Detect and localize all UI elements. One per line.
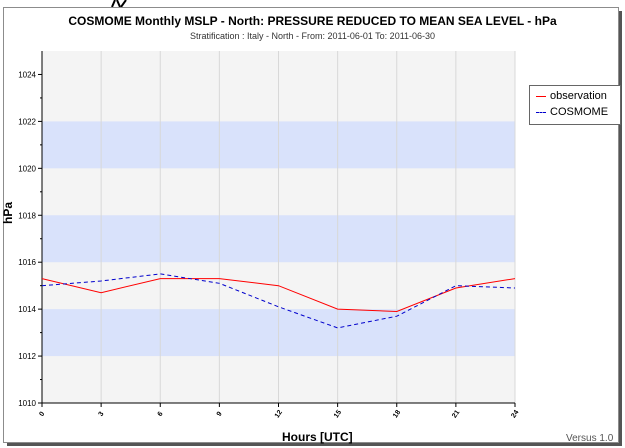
x-tick-label-0: 0 — [38, 411, 46, 418]
y-tick-label-1012: 1012 — [18, 352, 36, 361]
grid-lines — [100, 51, 516, 403]
y-tick-label-1020: 1020 — [18, 164, 36, 173]
chart-title: COSMOME Monthly MSLP - North: PRESSURE R… — [68, 14, 557, 28]
x-tick-label-6: 6 — [157, 411, 165, 418]
legend: observation COSMOME — [529, 85, 621, 125]
y-tick-label-1024: 1024 — [18, 70, 36, 79]
clipped-top-mark — [111, 0, 127, 7]
y-tick-label-1016: 1016 — [18, 258, 36, 267]
y-tick-labels: 1010 1012 1014 1016 1018 1020 1022 1024 — [18, 70, 36, 408]
version-text: Versus 1.0 — [566, 433, 614, 444]
legend-label-cosmome: COSMOME — [550, 106, 609, 118]
x-tick-label-9: 9 — [216, 411, 224, 418]
y-tick-label-1018: 1018 — [18, 211, 36, 220]
x-tick-label-18: 18 — [392, 409, 402, 419]
legend-item-observation: observation — [534, 90, 620, 104]
x-tick-label-3: 3 — [98, 411, 106, 418]
legend-label-observation: observation — [550, 90, 607, 102]
x-tick-label-15: 15 — [333, 409, 343, 419]
legend-item-cosmome: COSMOME — [534, 106, 620, 120]
series-lines — [41, 273, 516, 329]
frame-shadow-right — [619, 11, 622, 446]
frame-shadow-bottom — [7, 443, 622, 446]
legend-swatch-cosmome — [536, 112, 546, 113]
x-tick-labels: 0 3 6 9 12 15 18 21 24 — [38, 409, 520, 419]
y-tick-label-1010: 1010 — [18, 399, 36, 408]
x-tick-label-24: 24 — [510, 409, 520, 419]
series-line-cosmome — [41, 273, 516, 329]
y-tick-label-1022: 1022 — [18, 117, 36, 126]
x-tick-label-21: 21 — [451, 409, 461, 419]
chart-subtitle: Stratification : Italy - North - From: 2… — [189, 31, 436, 41]
x-tick-label-12: 12 — [274, 409, 284, 419]
y-axis-label: hPa — [1, 201, 15, 224]
y-tick-label-1014: 1014 — [18, 305, 36, 314]
axes — [38, 51, 516, 407]
legend-swatch-observation — [536, 96, 546, 97]
x-axis-label: Hours [UTC] — [282, 430, 353, 444]
